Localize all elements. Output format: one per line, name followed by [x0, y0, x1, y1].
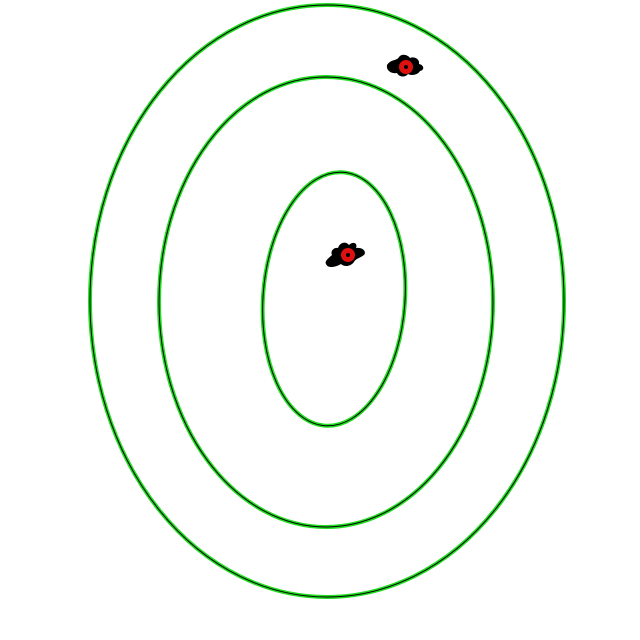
marker-center	[404, 65, 408, 69]
inner-ring	[260, 170, 408, 428]
marker-center	[346, 253, 350, 257]
upper-right-marker	[386, 54, 424, 77]
middle-ring	[157, 75, 495, 529]
outer-ring	[88, 3, 566, 599]
center-marker	[325, 242, 365, 268]
